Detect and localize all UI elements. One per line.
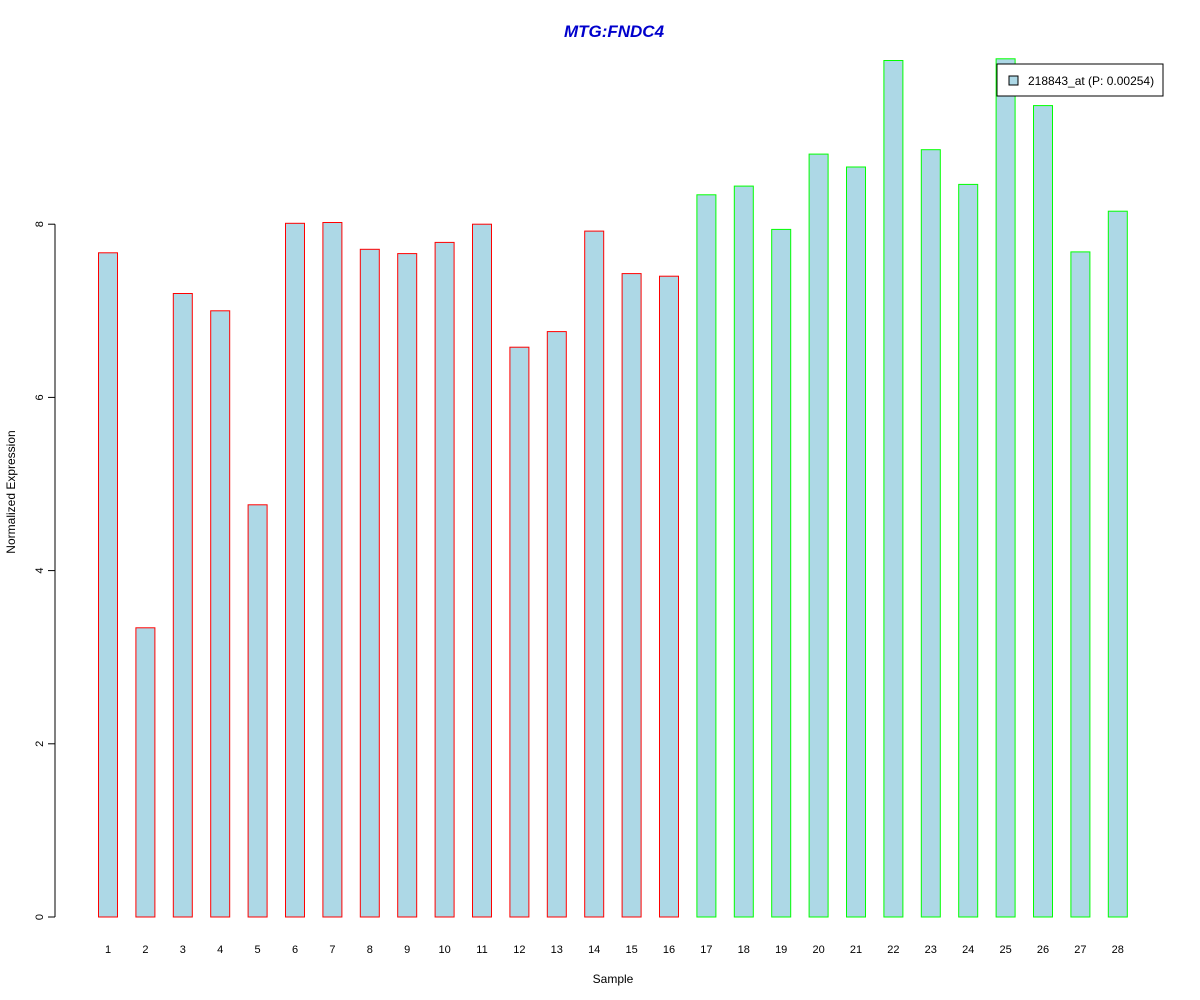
x-axis-tick-label: 2: [142, 944, 148, 956]
y-axis-tick-label: 6: [34, 394, 46, 400]
bar-sample-19: [771, 228, 792, 918]
x-axis-tick-label: 4: [217, 944, 223, 956]
x-axis-tick-label: 13: [551, 944, 563, 956]
x-axis-tick-label: 26: [1037, 944, 1049, 956]
legend-swatch: [1008, 75, 1019, 86]
x-axis-tick-label: 15: [625, 944, 637, 956]
x-axis-tick-label: 23: [925, 944, 937, 956]
x-axis-tick-label: 28: [1112, 944, 1124, 956]
x-axis-tick-label: 17: [700, 944, 712, 956]
bar-sample-9: [397, 253, 418, 918]
bar-sample-10: [434, 241, 455, 918]
bar-sample-23: [920, 149, 941, 918]
bar-sample-8: [359, 248, 380, 918]
bar-sample-26: [1033, 105, 1053, 918]
bar-sample-12: [509, 346, 530, 918]
x-axis-tick-label: 19: [775, 944, 787, 956]
x-axis-tick-label: 22: [887, 944, 899, 956]
x-axis-tick-label: 27: [1074, 944, 1086, 956]
x-axis-tick-labels: 1 2 3 4 5 6 7 8 9 10 11 12 13 14 15 16 17 18 19 20 21 22 23 24 2…: [105, 944, 1124, 956]
y-axis-label: Normalized Expression: [4, 430, 18, 553]
bar-sample-25: [995, 58, 1016, 918]
x-axis-tick-label: 8: [367, 944, 373, 956]
y-axis-tick-label: 2: [34, 741, 46, 747]
x-axis-tick-label: 6: [292, 944, 298, 956]
x-axis-tick-label: 1: [105, 944, 111, 956]
bar-sample-16: [659, 275, 679, 918]
bar-sample-21: [846, 166, 866, 918]
x-axis-tick-label: 16: [663, 944, 675, 956]
bar-sample-2: [135, 627, 156, 918]
bar-sample-11: [472, 223, 492, 918]
bars: [98, 58, 1128, 918]
x-axis-tick-label: 18: [738, 944, 750, 956]
bar-sample-17: [696, 194, 717, 918]
y-axis: 0 2 4 6 8: [34, 221, 56, 920]
x-axis-tick-label: 5: [255, 944, 261, 956]
x-axis-tick-label: 14: [588, 944, 600, 956]
x-axis-tick-label: 21: [850, 944, 862, 956]
legend-box: [996, 63, 1164, 97]
bar-sample-4: [210, 310, 231, 918]
x-axis-tick-label: 24: [962, 944, 974, 956]
x-axis-label: Sample: [593, 972, 634, 986]
bar-sample-14: [584, 230, 605, 918]
bar-sample-27: [1070, 251, 1091, 918]
x-axis-tick-label: 20: [812, 944, 824, 956]
bar-sample-3: [172, 293, 193, 918]
chart-title: MTG:FNDC4: [564, 22, 665, 41]
bar-sample-28: [1107, 210, 1128, 918]
bar-sample-18: [733, 185, 754, 918]
legend-series-label: 218843_at (P: 0.00254): [1028, 74, 1154, 88]
x-axis-tick-label: 25: [999, 944, 1011, 956]
bar-sample-22: [883, 60, 904, 918]
bar-sample-6: [285, 222, 305, 918]
x-axis-tick-label: 9: [404, 944, 410, 956]
x-axis-tick-label: 3: [180, 944, 186, 956]
bar-sample-5: [247, 504, 268, 918]
y-axis-tick-label: 4: [34, 568, 46, 574]
bar-sample-24: [958, 183, 979, 918]
bar-sample-7: [322, 222, 343, 918]
x-axis-tick-label: 10: [438, 944, 450, 956]
bar-sample-1: [98, 252, 118, 918]
y-axis-tick-label: 8: [34, 221, 46, 227]
x-axis-tick-label: 7: [329, 944, 335, 956]
bar-sample-13: [546, 331, 567, 918]
bar-sample-15: [621, 273, 642, 918]
legend: 218843_at (P: 0.00254): [996, 63, 1164, 97]
y-axis-tick-label: 0: [34, 914, 46, 920]
x-axis-tick-label: 12: [513, 944, 525, 956]
x-axis-tick-label: 11: [476, 944, 487, 956]
bar-sample-20: [808, 153, 829, 918]
